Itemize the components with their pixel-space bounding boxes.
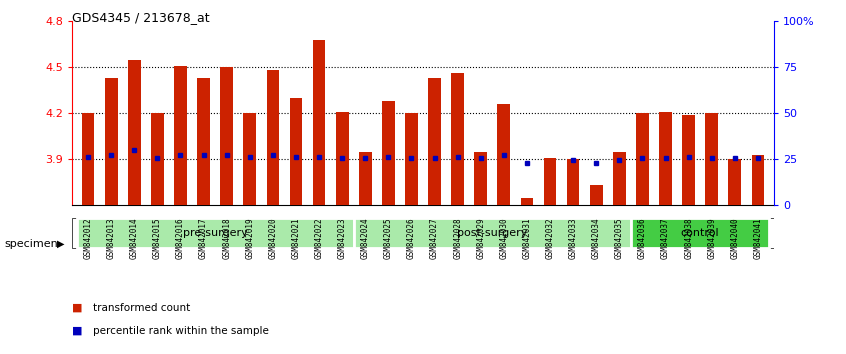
Bar — [682, 115, 695, 205]
Text: GSM842034: GSM842034 — [591, 218, 601, 259]
Text: GSM842033: GSM842033 — [569, 218, 578, 259]
Bar — [244, 113, 256, 205]
Bar — [728, 159, 741, 205]
Bar — [266, 70, 279, 205]
Bar — [636, 113, 649, 205]
Bar — [220, 67, 233, 205]
Text: GSM842039: GSM842039 — [707, 218, 717, 259]
Text: GSM842021: GSM842021 — [292, 218, 300, 259]
Text: GSM842032: GSM842032 — [546, 218, 554, 259]
Bar — [405, 113, 418, 205]
Bar — [451, 73, 464, 205]
Bar — [631, 218, 770, 248]
Bar — [428, 78, 441, 205]
Text: GSM842015: GSM842015 — [153, 218, 162, 259]
Text: GSM842029: GSM842029 — [476, 218, 486, 259]
Bar — [475, 152, 487, 205]
Text: GSM842041: GSM842041 — [754, 218, 762, 259]
Bar — [151, 113, 164, 205]
Bar — [128, 59, 140, 205]
Text: GSM842019: GSM842019 — [245, 218, 255, 259]
Text: ▶: ▶ — [57, 239, 64, 249]
Text: GSM842013: GSM842013 — [107, 218, 116, 259]
Text: GSM842018: GSM842018 — [222, 218, 231, 259]
Text: GSM842028: GSM842028 — [453, 218, 462, 259]
Text: GSM842024: GSM842024 — [360, 218, 370, 259]
Text: post-surgery: post-surgery — [457, 228, 528, 238]
Bar — [567, 159, 580, 205]
Bar — [497, 104, 510, 205]
Text: pre-surgery: pre-surgery — [183, 228, 248, 238]
Bar — [659, 112, 672, 205]
Text: GSM842026: GSM842026 — [407, 218, 416, 259]
Bar — [313, 40, 326, 205]
Text: specimen: specimen — [4, 239, 58, 249]
Bar — [590, 185, 602, 205]
Text: GDS4345 / 213678_at: GDS4345 / 213678_at — [72, 11, 210, 24]
Bar — [706, 113, 718, 205]
Text: percentile rank within the sample: percentile rank within the sample — [93, 326, 269, 336]
Text: GSM842037: GSM842037 — [661, 218, 670, 259]
Bar — [105, 78, 118, 205]
Text: GSM842035: GSM842035 — [615, 218, 624, 259]
Bar — [751, 155, 764, 205]
Bar — [197, 78, 210, 205]
Text: GSM842014: GSM842014 — [129, 218, 139, 259]
Bar — [76, 218, 354, 248]
Text: GSM842025: GSM842025 — [384, 218, 393, 259]
Bar — [544, 158, 557, 205]
Bar — [613, 152, 626, 205]
Text: GSM842040: GSM842040 — [730, 218, 739, 259]
Text: transformed count: transformed count — [93, 303, 190, 313]
Bar — [174, 66, 187, 205]
Text: GSM842031: GSM842031 — [523, 218, 531, 259]
Bar — [520, 198, 533, 205]
Bar — [382, 101, 395, 205]
Bar — [359, 152, 371, 205]
Text: GSM842027: GSM842027 — [430, 218, 439, 259]
Text: GSM842022: GSM842022 — [315, 218, 323, 259]
Bar — [336, 112, 349, 205]
Text: GSM842036: GSM842036 — [638, 218, 647, 259]
Text: ■: ■ — [72, 303, 82, 313]
Bar — [289, 98, 302, 205]
Text: GSM842020: GSM842020 — [268, 218, 277, 259]
Text: ■: ■ — [72, 326, 82, 336]
Text: GSM842012: GSM842012 — [84, 218, 92, 259]
Text: GSM842016: GSM842016 — [176, 218, 185, 259]
Text: GSM842023: GSM842023 — [338, 218, 347, 259]
Text: GSM842017: GSM842017 — [199, 218, 208, 259]
Bar — [82, 113, 95, 205]
Text: GSM842030: GSM842030 — [499, 218, 508, 259]
Bar — [354, 218, 631, 248]
Text: GSM842038: GSM842038 — [684, 218, 693, 259]
Text: control: control — [681, 228, 719, 238]
